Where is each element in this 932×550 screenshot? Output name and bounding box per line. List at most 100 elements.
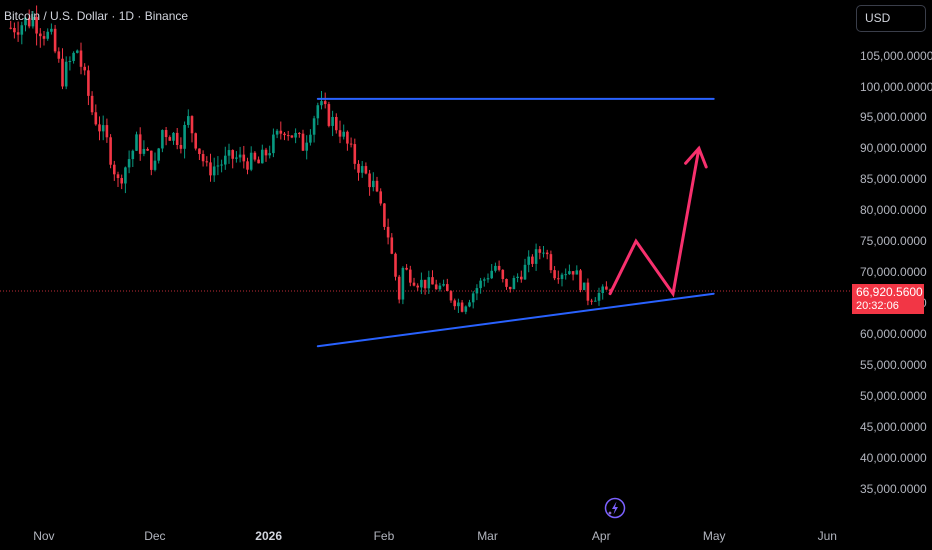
candle: [283, 131, 286, 141]
candle: [172, 132, 175, 145]
candle: [335, 113, 338, 134]
candle: [416, 283, 419, 291]
candle: [508, 286, 512, 293]
candle-body: [90, 95, 94, 113]
candle: [386, 218, 390, 245]
candle-body: [172, 132, 175, 141]
candle: [39, 28, 42, 48]
candle-body: [516, 276, 519, 278]
price-axis-tick: 60,000.0000: [860, 326, 927, 341]
candle: [605, 281, 608, 290]
candle: [261, 144, 264, 164]
candle-body: [157, 148, 160, 161]
candle-body: [72, 52, 75, 61]
candle: [375, 176, 379, 193]
candle: [531, 254, 534, 268]
candle-body: [416, 285, 419, 288]
candle-body: [368, 173, 371, 188]
candle-body: [220, 164, 223, 166]
candle-body: [298, 133, 301, 135]
candle-body: [505, 278, 508, 287]
candle: [486, 273, 490, 283]
candle: [409, 265, 412, 287]
candle-body: [475, 288, 479, 294]
candle-body: [353, 144, 357, 164]
candle-body: [101, 125, 105, 132]
candle-body: [494, 265, 497, 271]
candle: [442, 279, 445, 287]
candle: [342, 124, 345, 140]
candle: [290, 135, 294, 139]
currency-button[interactable]: USD: [856, 5, 926, 32]
candle-body: [457, 302, 460, 307]
candle: [568, 264, 571, 275]
candle-body: [512, 277, 516, 290]
projection-arrowhead[interactable]: [684, 145, 708, 169]
candle-body: [446, 284, 449, 292]
price-axis-tick: 55,000.0000: [860, 357, 927, 372]
candle-body: [153, 160, 157, 170]
candle-body: [582, 282, 586, 290]
price-axis-tick: 50,000.0000: [860, 388, 927, 403]
sparkle-assistant-icon[interactable]: [604, 497, 626, 519]
price-axis-tick: 70,000.0000: [860, 265, 927, 280]
candle: [138, 127, 142, 161]
price-axis-tick: 85,000.0000: [860, 172, 927, 187]
candle-body: [564, 274, 567, 276]
candle-body: [87, 70, 90, 96]
time-axis-tick: Nov: [33, 529, 55, 543]
candle-body: [50, 28, 53, 32]
candle-body: [224, 155, 227, 165]
candle-body: [483, 279, 486, 281]
candle-body: [61, 58, 64, 87]
candle: [353, 138, 357, 170]
candle: [553, 266, 556, 281]
candle-body: [127, 159, 131, 168]
time-axis-tick: Jun: [817, 529, 837, 543]
candle-body: [594, 300, 597, 302]
candle-body: [490, 270, 493, 279]
candle-body: [601, 286, 604, 294]
candle-body: [209, 162, 212, 176]
candle: [257, 156, 260, 164]
candle-body: [131, 150, 135, 160]
candle: [235, 151, 238, 163]
candle: [68, 56, 72, 71]
candle: [50, 23, 53, 35]
candle-body: [568, 271, 571, 275]
candle: [209, 153, 212, 182]
price-axis-tick: 100,000.0000: [860, 79, 932, 94]
candle-body: [375, 180, 379, 192]
candle-body: [390, 237, 394, 254]
candle: [57, 47, 61, 63]
candle-body: [545, 252, 549, 255]
candle-body: [423, 279, 427, 289]
support-trendline[interactable]: [316, 292, 715, 348]
candle-body: [183, 124, 186, 149]
candle: [187, 109, 190, 128]
candle: [220, 159, 223, 173]
candle: [349, 137, 353, 148]
candle: [397, 274, 401, 304]
candle-body: [212, 166, 216, 176]
candle-body: [372, 180, 375, 188]
candle: [545, 249, 549, 260]
candle-body: [16, 32, 20, 35]
candle: [131, 149, 135, 168]
candle-body: [246, 161, 249, 170]
candle: [401, 266, 405, 305]
candle: [457, 298, 460, 313]
candle-body: [53, 28, 57, 52]
candle-body: [190, 116, 194, 134]
candle: [364, 162, 368, 175]
candle: [594, 297, 597, 302]
candle: [294, 128, 297, 144]
candle: [579, 268, 582, 293]
candle-body: [94, 112, 98, 125]
candle-body: [427, 277, 431, 289]
candle: [190, 115, 194, 143]
projection-path[interactable]: [608, 146, 701, 298]
candle-body: [605, 286, 608, 290]
candle: [279, 121, 283, 140]
